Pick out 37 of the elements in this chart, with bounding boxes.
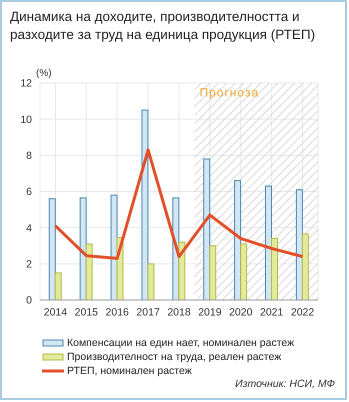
bar (270, 238, 278, 300)
y-axis-title: (%) (36, 68, 52, 79)
x-tick-label: 2020 (229, 306, 253, 318)
bar (86, 243, 93, 300)
y-tick-label: 8 (26, 150, 32, 162)
bar (48, 198, 56, 300)
x-tick-label: 2014 (44, 306, 68, 318)
text: Източник: НСИ, МФ (235, 378, 335, 390)
bar (178, 242, 186, 300)
x-tick-label: 2016 (106, 306, 130, 318)
y-tick-label: 12 (20, 78, 32, 90)
bar (264, 186, 272, 300)
bar (302, 233, 309, 300)
x-tick-label: 2017 (136, 306, 160, 318)
x-tick-label: 2019 (198, 306, 222, 318)
bar (240, 243, 248, 300)
legend-label: Производителност на труда, реален растеж (67, 350, 282, 364)
x-tick-label: 2022 (290, 306, 314, 318)
x-tick-label: 2021 (260, 306, 284, 318)
x-tick-label: 2018 (167, 306, 191, 318)
y-tick-label: 2 (26, 258, 32, 271)
bar (54, 272, 62, 300)
legend-label: Компенсации на един нает, номинален растеж (67, 336, 294, 350)
band-label: Прогноза (199, 86, 260, 100)
bar (141, 110, 148, 300)
chart-title: Динамика на доходите, производителността и разходите за труд на единица продукция (РТЕП) (10, 8, 316, 44)
y-tick-label: 10 (20, 114, 32, 126)
x-tick-label: 2015 (74, 306, 98, 318)
bar (203, 158, 210, 300)
bar (234, 180, 242, 300)
bar (209, 245, 216, 300)
bar (147, 263, 154, 300)
y-tick-label: 6 (26, 186, 32, 198)
line-series (54, 148, 304, 260)
legend-label: РТЕП, номинален растеж (67, 364, 192, 378)
y-tick-label: 0 (26, 294, 32, 307)
y-tick-label: 4 (26, 222, 32, 234)
